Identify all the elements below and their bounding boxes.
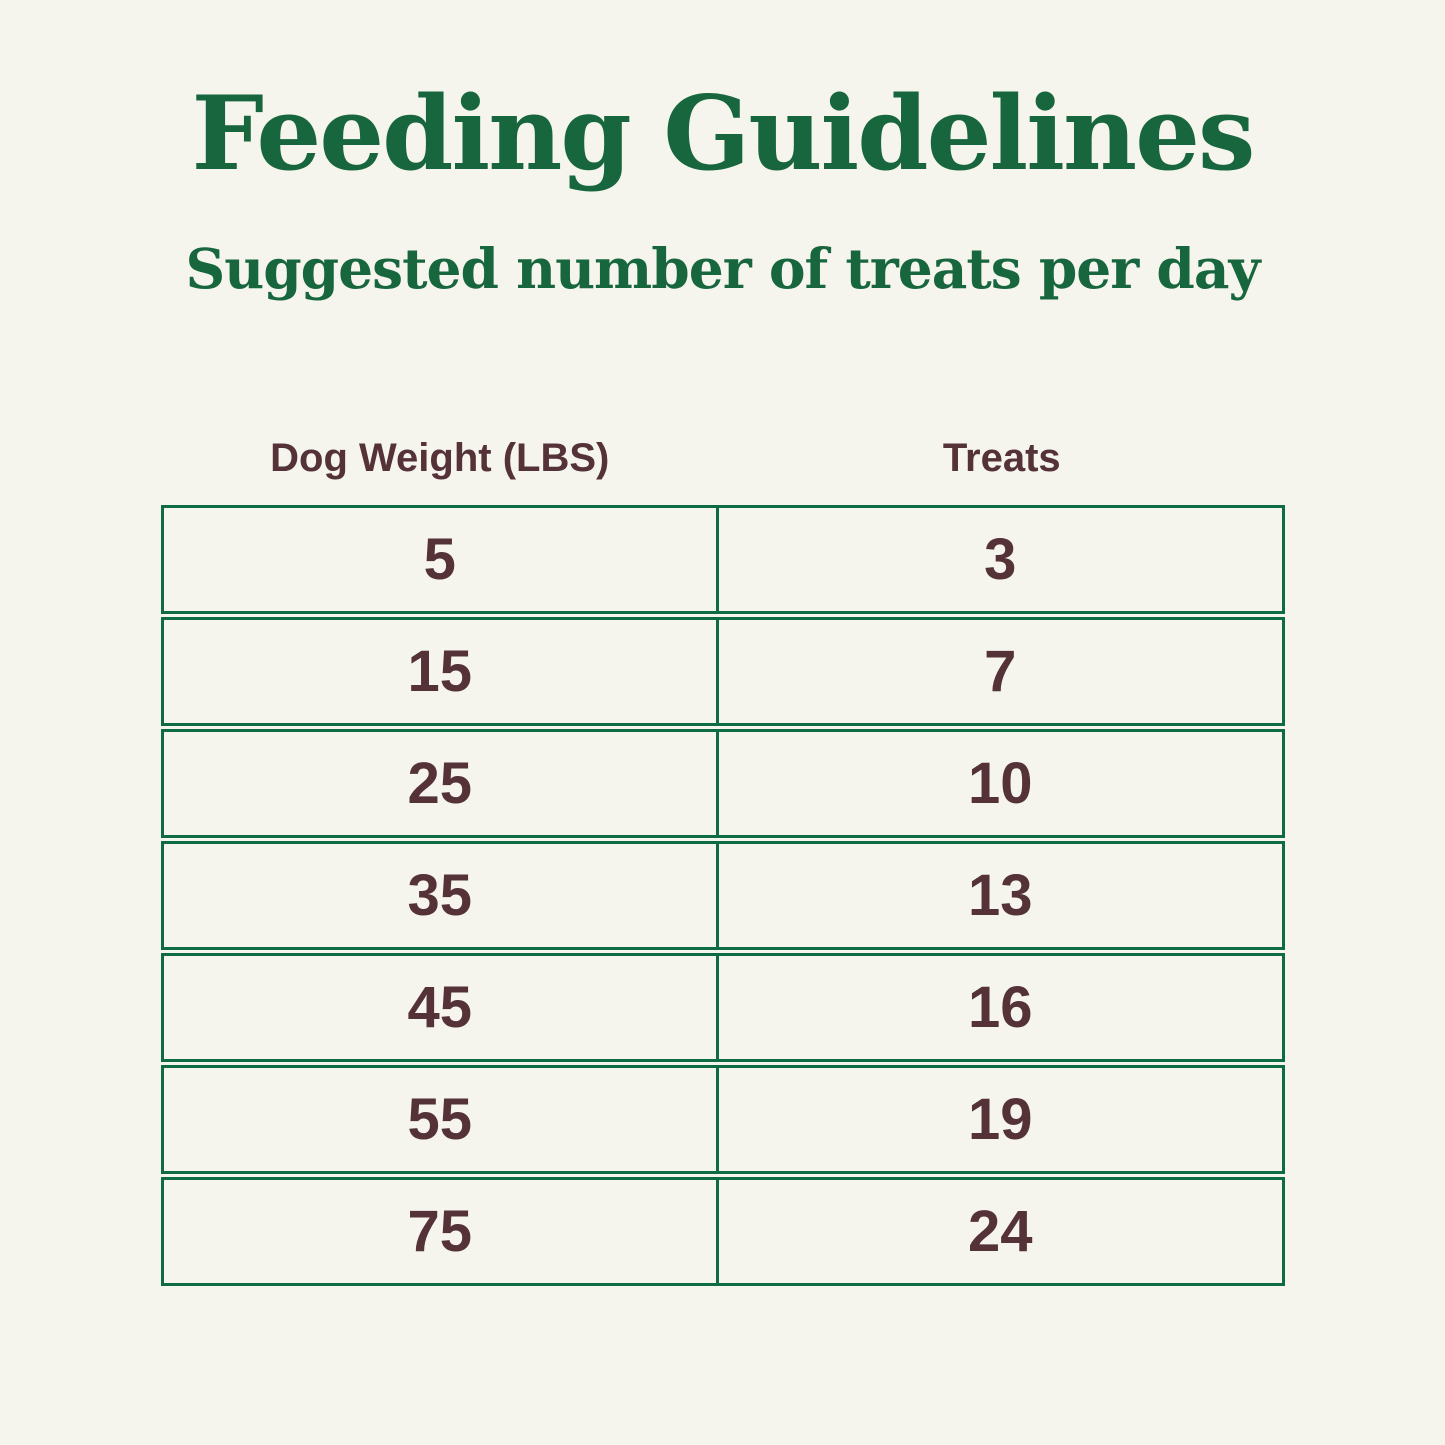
column-header-treats: Treats (942, 436, 1061, 480)
table-column-headers: Dog Weight (LBS) Treats (161, 436, 1285, 481)
treats-value: 7 (984, 639, 1017, 704)
dog-weight-value: 35 (164, 844, 719, 947)
table-row: 25 10 (161, 729, 1285, 838)
dog-weight-value: 15 (164, 620, 719, 723)
dog-weight-value: 45 (164, 956, 719, 1059)
table-row: 35 13 (161, 841, 1285, 950)
treats-value: 24 (967, 1199, 1033, 1264)
treats-value: 10 (967, 751, 1033, 816)
treats-value: 13 (967, 863, 1033, 928)
page-title: Feeding Guidelines (191, 74, 1256, 194)
table-row: 5 3 (161, 505, 1285, 614)
table-row: 15 7 (161, 617, 1285, 726)
table-row: 75 24 (161, 1177, 1285, 1286)
dog-weight-value: 55 (164, 1068, 719, 1171)
treats-value: 19 (967, 1087, 1033, 1152)
dog-weight-value: 25 (164, 732, 719, 835)
treats-value: 3 (984, 527, 1017, 592)
feeding-table: 5 3 15 7 25 10 35 13 45 16 55 19 75 24 (161, 505, 1285, 1286)
table-row: 45 16 (161, 953, 1285, 1062)
page-subtitle: Suggested number of treats per day (185, 236, 1261, 301)
column-header-dog-weight: Dog Weight (LBS) (270, 436, 610, 480)
table-row: 55 19 (161, 1065, 1285, 1174)
dog-weight-value: 5 (164, 508, 719, 611)
dog-weight-value: 75 (164, 1180, 719, 1283)
treats-value: 16 (967, 975, 1033, 1040)
